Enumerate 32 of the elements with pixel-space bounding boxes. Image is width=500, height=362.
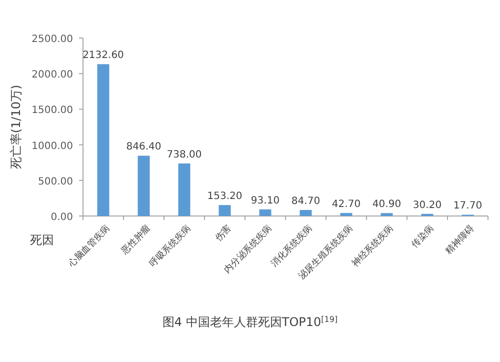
x-tick-label: 心脑血管疾病 (66, 223, 112, 270)
bar (259, 209, 272, 216)
data-label: 93.10 (250, 195, 280, 206)
bar (300, 210, 312, 216)
y-axis-title: 死亡率(1/10万) (9, 84, 23, 170)
y-tick-label: 1000.00 (32, 140, 73, 152)
x-tick-label: 伤害 (213, 223, 234, 244)
data-label: 84.70 (291, 196, 320, 207)
bar (218, 205, 231, 216)
data-label: 2132.60 (82, 50, 124, 62)
data-label: 153.20 (207, 191, 242, 202)
y-tick-label: 1500.00 (32, 105, 73, 116)
x-tick-label: 精神障碍 (443, 223, 477, 256)
bar (138, 156, 150, 216)
x-axis-title: 死因 (30, 233, 54, 247)
y-tick-label: 2500.00 (32, 34, 73, 45)
bar (340, 212, 352, 216)
data-label: 30.20 (412, 200, 442, 211)
data-label: 846.40 (126, 142, 162, 153)
y-tick-label: 500.00 (38, 176, 73, 188)
y-tick-label: 2000.00 (32, 70, 73, 81)
data-label: 738.00 (166, 149, 202, 160)
bar (178, 163, 190, 216)
data-label: 42.70 (332, 198, 361, 210)
caption: 图4 中国老年人群死因TOP10$^{[19]}$ (162, 314, 338, 329)
y-tick-label: 0.00 (50, 212, 73, 223)
x-tick-label: 恶性肿瘤 (118, 223, 153, 258)
data-label: 40.90 (372, 199, 402, 210)
bar (380, 213, 393, 216)
x-tick-label: 传染病 (409, 223, 436, 250)
bar (97, 64, 110, 216)
data-label: 17.70 (453, 200, 482, 212)
